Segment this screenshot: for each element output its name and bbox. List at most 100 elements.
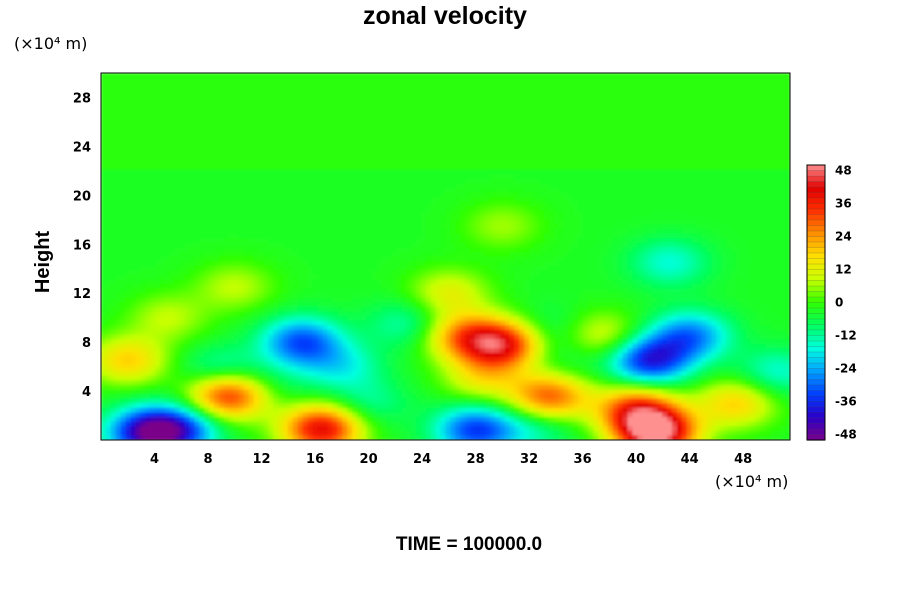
heatmap-cell	[391, 150, 397, 157]
heatmap-cell	[652, 105, 658, 111]
heatmap-cell	[420, 91, 427, 97]
heatmap-cell	[145, 73, 151, 79]
heatmap-cell	[155, 233, 161, 239]
heatmap-cell	[686, 105, 693, 111]
heatmap-cell	[691, 183, 698, 189]
heatmap-cell	[671, 141, 678, 147]
heatmap-cell	[174, 123, 181, 129]
heatmap-cell	[347, 192, 353, 198]
heatmap-cell	[721, 183, 727, 189]
heatmap-cell	[519, 196, 525, 203]
heatmap-cell	[430, 173, 437, 180]
heatmap-cell	[460, 86, 466, 92]
heatmap-cell	[553, 95, 560, 102]
heatmap-cell	[268, 187, 274, 193]
heatmap-cell	[253, 169, 260, 175]
heatmap-cell	[499, 150, 506, 157]
heatmap-cell	[430, 160, 437, 166]
heatmap-cell	[760, 219, 766, 225]
heatmap-cell	[593, 192, 599, 198]
heatmap-cell	[440, 82, 447, 88]
heatmap-cell	[460, 201, 466, 207]
heatmap-cell	[775, 150, 781, 157]
heatmap-cell	[479, 109, 486, 115]
heatmap-cell	[351, 155, 358, 161]
heatmap-cell	[101, 187, 107, 193]
heatmap-cell	[612, 150, 619, 157]
heatmap-cell	[775, 95, 781, 102]
heatmap-cell	[563, 91, 570, 97]
heatmap-cell	[179, 128, 186, 134]
heatmap-cell	[499, 187, 506, 193]
heatmap-cell	[233, 160, 240, 166]
heatmap-cell	[750, 187, 757, 193]
heatmap-cell	[666, 86, 673, 92]
heatmap-cell	[706, 105, 712, 111]
heatmap-cell	[558, 201, 565, 207]
heatmap-cell	[770, 123, 776, 129]
heatmap-cell	[494, 160, 501, 166]
heatmap-cell	[101, 192, 107, 198]
heatmap-cell	[494, 224, 501, 230]
heatmap-cell	[430, 100, 437, 106]
heatmap-cell	[489, 169, 496, 175]
heatmap-cell	[701, 86, 707, 92]
heatmap-cell	[396, 219, 402, 225]
heatmap-cell	[356, 141, 363, 147]
heatmap-cell	[155, 192, 161, 198]
heatmap-cell	[219, 91, 225, 97]
heatmap-cell	[189, 105, 196, 111]
heatmap-cell	[578, 128, 584, 134]
heatmap-cell	[691, 187, 698, 193]
heatmap-cell	[440, 95, 447, 102]
heatmap-cell	[391, 160, 397, 166]
heatmap-cell	[312, 118, 319, 125]
heatmap-cell	[553, 196, 560, 203]
heatmap-cell	[214, 173, 220, 180]
heatmap-cell	[539, 128, 545, 134]
heatmap-cell	[652, 128, 658, 134]
heatmap-cell	[169, 173, 176, 180]
heatmap-cell	[199, 210, 205, 216]
heatmap-cell	[662, 109, 668, 115]
heatmap-cell	[716, 141, 722, 147]
heatmap-cell	[686, 132, 693, 138]
heatmap-cell	[460, 73, 466, 79]
heatmap-cell	[642, 187, 648, 193]
heatmap-cell	[105, 196, 112, 203]
heatmap-cell	[337, 164, 343, 170]
heatmap-cell	[450, 95, 456, 102]
heatmap-cell	[578, 150, 584, 157]
heatmap-cell	[150, 73, 156, 79]
heatmap-cell	[730, 128, 737, 134]
heatmap-cell	[160, 178, 166, 184]
heatmap-cell	[770, 82, 776, 88]
heatmap-cell	[563, 155, 570, 161]
heatmap-cell	[307, 109, 314, 115]
heatmap-cell	[356, 224, 363, 230]
heatmap-cell	[455, 95, 461, 102]
heatmap-cell	[671, 178, 678, 184]
heatmap-cell	[278, 132, 284, 138]
heatmap-cell	[376, 187, 383, 193]
heatmap-cell	[238, 109, 245, 115]
heatmap-cell	[602, 128, 609, 134]
heatmap-cell	[381, 233, 388, 239]
heatmap-cell	[307, 215, 314, 221]
heatmap-cell	[780, 160, 786, 166]
heatmap-cell	[401, 95, 407, 102]
heatmap-cell	[105, 73, 112, 79]
heatmap-cell	[351, 187, 358, 193]
heatmap-cell	[302, 187, 309, 193]
heatmap-cell	[209, 77, 215, 83]
heatmap-cell	[164, 224, 171, 230]
heatmap-cell	[627, 164, 634, 170]
heatmap-cell	[174, 73, 181, 79]
heatmap-cell	[770, 105, 776, 111]
heatmap-cell	[617, 114, 624, 120]
heatmap-cell	[740, 123, 747, 129]
heatmap-cell	[666, 187, 673, 193]
heatmap-cell	[612, 192, 619, 198]
heatmap-cell	[263, 173, 269, 180]
heatmap-cell	[209, 206, 215, 212]
